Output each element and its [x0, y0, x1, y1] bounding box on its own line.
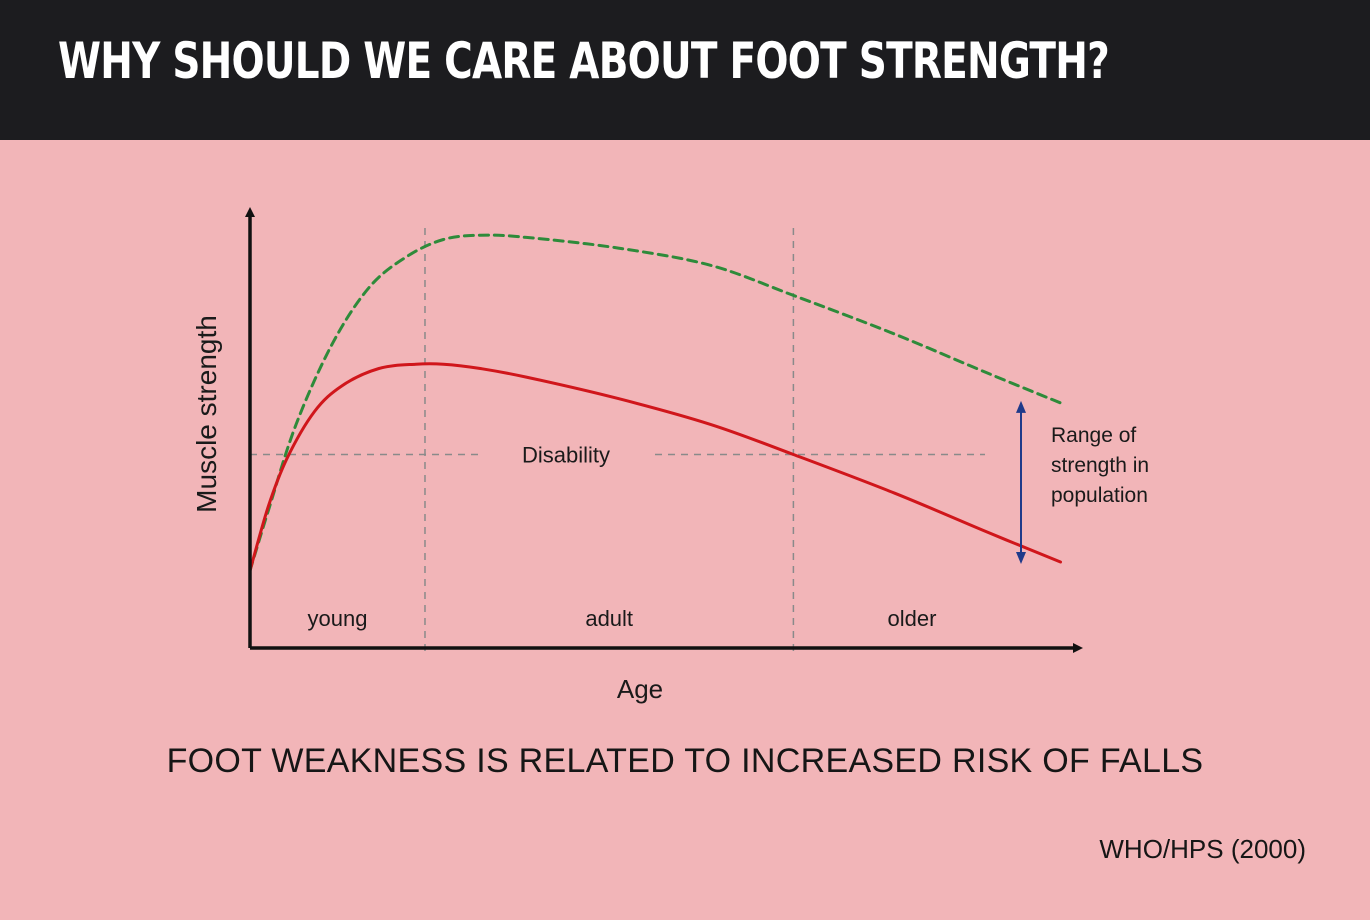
source-citation: WHO/HPS (2000) [1099, 834, 1306, 864]
caption: FOOT WEAKNESS IS RELATED TO INCREASED RI… [166, 742, 1204, 780]
threshold-label: Disability [522, 443, 610, 468]
range-arrow-head-down [1016, 552, 1026, 564]
page-title: WHY SHOULD WE CARE ABOUT FOOT STRENGTH? [58, 32, 1110, 90]
age-band-label-adult: adult [585, 606, 633, 631]
range-annotation-line-3: population [1051, 484, 1148, 507]
strength-chart: Disability Age Muscle strength young adult ol… [191, 207, 1149, 704]
series-line-upper-range [248, 233, 1062, 573]
header-bar: WHY SHOULD WE CARE ABOUT FOOT STRENGTH? [0, 0, 1370, 140]
y-axis-label: Muscle strength [191, 315, 222, 513]
age-band-label-older: older [887, 606, 936, 631]
range-annotation-line-1: Range of [1051, 424, 1136, 447]
range-annotation-line-2: strength in [1051, 454, 1149, 477]
age-band-label-young: young [308, 606, 368, 631]
x-axis-label: Age [617, 674, 663, 704]
range-arrow-head-up [1016, 400, 1026, 413]
chart-area: Disability Age Muscle strength young adult ol… [0, 140, 1370, 920]
series-line-lower-range [248, 362, 1062, 573]
